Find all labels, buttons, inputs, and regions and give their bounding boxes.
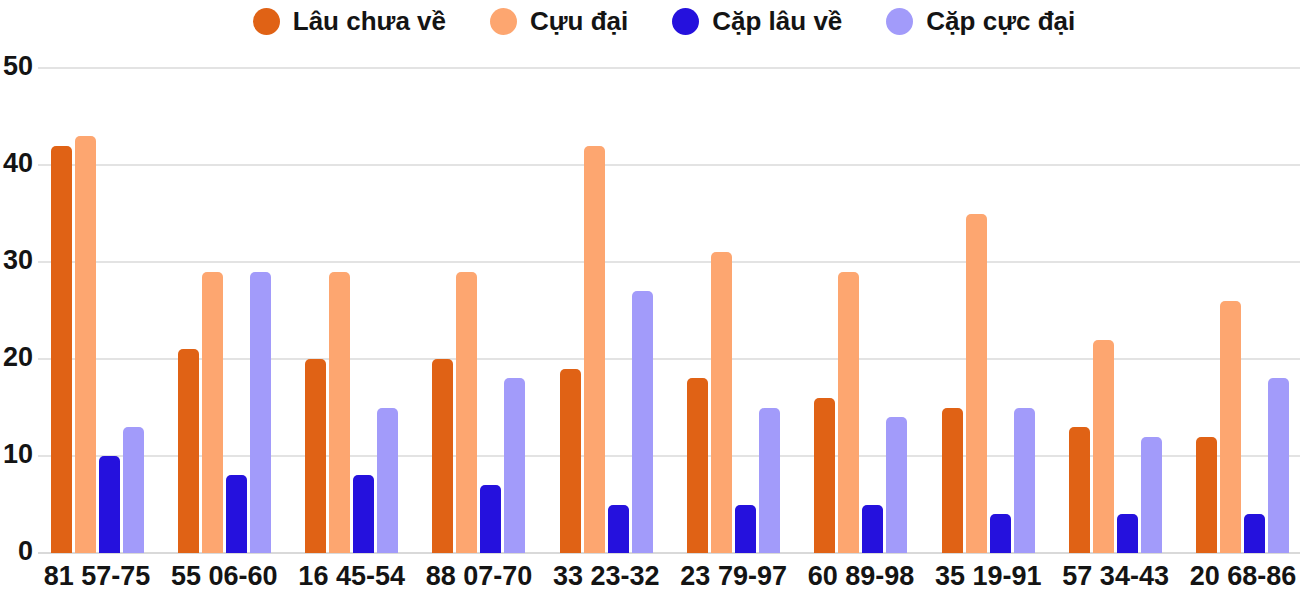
legend-item: Cặp cực đại	[886, 6, 1075, 37]
bar	[51, 146, 72, 553]
bar	[1244, 514, 1265, 553]
bar-group	[560, 68, 653, 553]
bar	[75, 136, 96, 553]
x-axis-label: 55 06-60	[171, 562, 278, 590]
legend-color-dot	[490, 8, 517, 35]
bar	[584, 146, 605, 553]
bar-group	[942, 68, 1035, 553]
bar	[1014, 408, 1035, 554]
bar	[1268, 378, 1289, 553]
bar	[632, 291, 653, 553]
bar-group	[305, 68, 398, 553]
bar	[942, 408, 963, 554]
bar	[432, 359, 453, 553]
bar	[966, 214, 987, 554]
x-axis-label: 88 07-70	[426, 562, 533, 590]
bar-group	[51, 68, 144, 553]
legend-color-dot	[886, 8, 913, 35]
bar	[456, 272, 477, 553]
bar	[1069, 427, 1090, 553]
y-axis-label: 20	[0, 344, 33, 371]
bar	[202, 272, 223, 553]
legend-label: Cặp cực đại	[926, 6, 1075, 37]
bar	[353, 475, 374, 553]
bar	[226, 475, 247, 553]
legend-label: Cựu đại	[530, 6, 628, 37]
y-axis-label: 50	[0, 53, 33, 80]
bar	[886, 417, 907, 553]
x-axis-label: 20 68-86	[1190, 562, 1297, 590]
bar	[178, 349, 199, 553]
bar	[735, 505, 756, 554]
bar	[305, 359, 326, 553]
x-axis-label: 16 45-54	[298, 562, 405, 590]
bar	[377, 408, 398, 554]
bar-group	[814, 68, 907, 553]
bar	[123, 427, 144, 553]
bar-group	[687, 68, 780, 553]
bar-group	[178, 68, 271, 553]
bar	[329, 272, 350, 553]
bar	[990, 514, 1011, 553]
bar	[687, 378, 708, 553]
bar	[1093, 340, 1114, 553]
legend-color-dot	[672, 8, 699, 35]
bar-group	[1069, 68, 1162, 553]
bar	[1141, 437, 1162, 553]
bar	[1117, 514, 1138, 553]
legend-item: Cặp lâu về	[672, 6, 842, 37]
y-axis-label: 0	[0, 538, 33, 565]
x-axis-label: 81 57-75	[44, 562, 151, 590]
x-axis-label: 57 34-43	[1062, 562, 1169, 590]
bar	[1196, 437, 1217, 553]
bar	[480, 485, 501, 553]
legend-color-dot	[253, 8, 280, 35]
x-axis-label: 33 23-32	[553, 562, 660, 590]
bar	[862, 505, 883, 554]
bar-group	[432, 68, 525, 553]
y-axis-label: 10	[0, 441, 33, 468]
x-axis-label: 35 19-91	[935, 562, 1042, 590]
legend-item: Lâu chưa về	[253, 6, 446, 37]
x-axis-label: 23 79-97	[680, 562, 787, 590]
legend-label: Lâu chưa về	[293, 6, 446, 37]
bar	[711, 252, 732, 553]
bar	[814, 398, 835, 553]
legend-item: Cựu đại	[490, 6, 628, 37]
x-axis-label: 60 89-98	[808, 562, 915, 590]
y-axis-label: 30	[0, 247, 33, 274]
bar	[504, 378, 525, 553]
bar	[759, 408, 780, 554]
bar	[560, 369, 581, 553]
legend-label: Cặp lâu về	[712, 6, 842, 37]
bar	[250, 272, 271, 553]
bar-group	[1196, 68, 1289, 553]
bar	[1220, 301, 1241, 553]
chart-legend: Lâu chưa về Cựu đại Cặp lâu về Cặp cực đại	[14, 6, 1300, 37]
bar	[99, 456, 120, 553]
bar-chart: 0 10 20 30 40 50 81 57-75 55 06-60 16 45-54 88 0…	[0, 0, 1300, 600]
y-axis-label: 40	[0, 150, 33, 177]
bar	[838, 272, 859, 553]
bar	[608, 505, 629, 554]
